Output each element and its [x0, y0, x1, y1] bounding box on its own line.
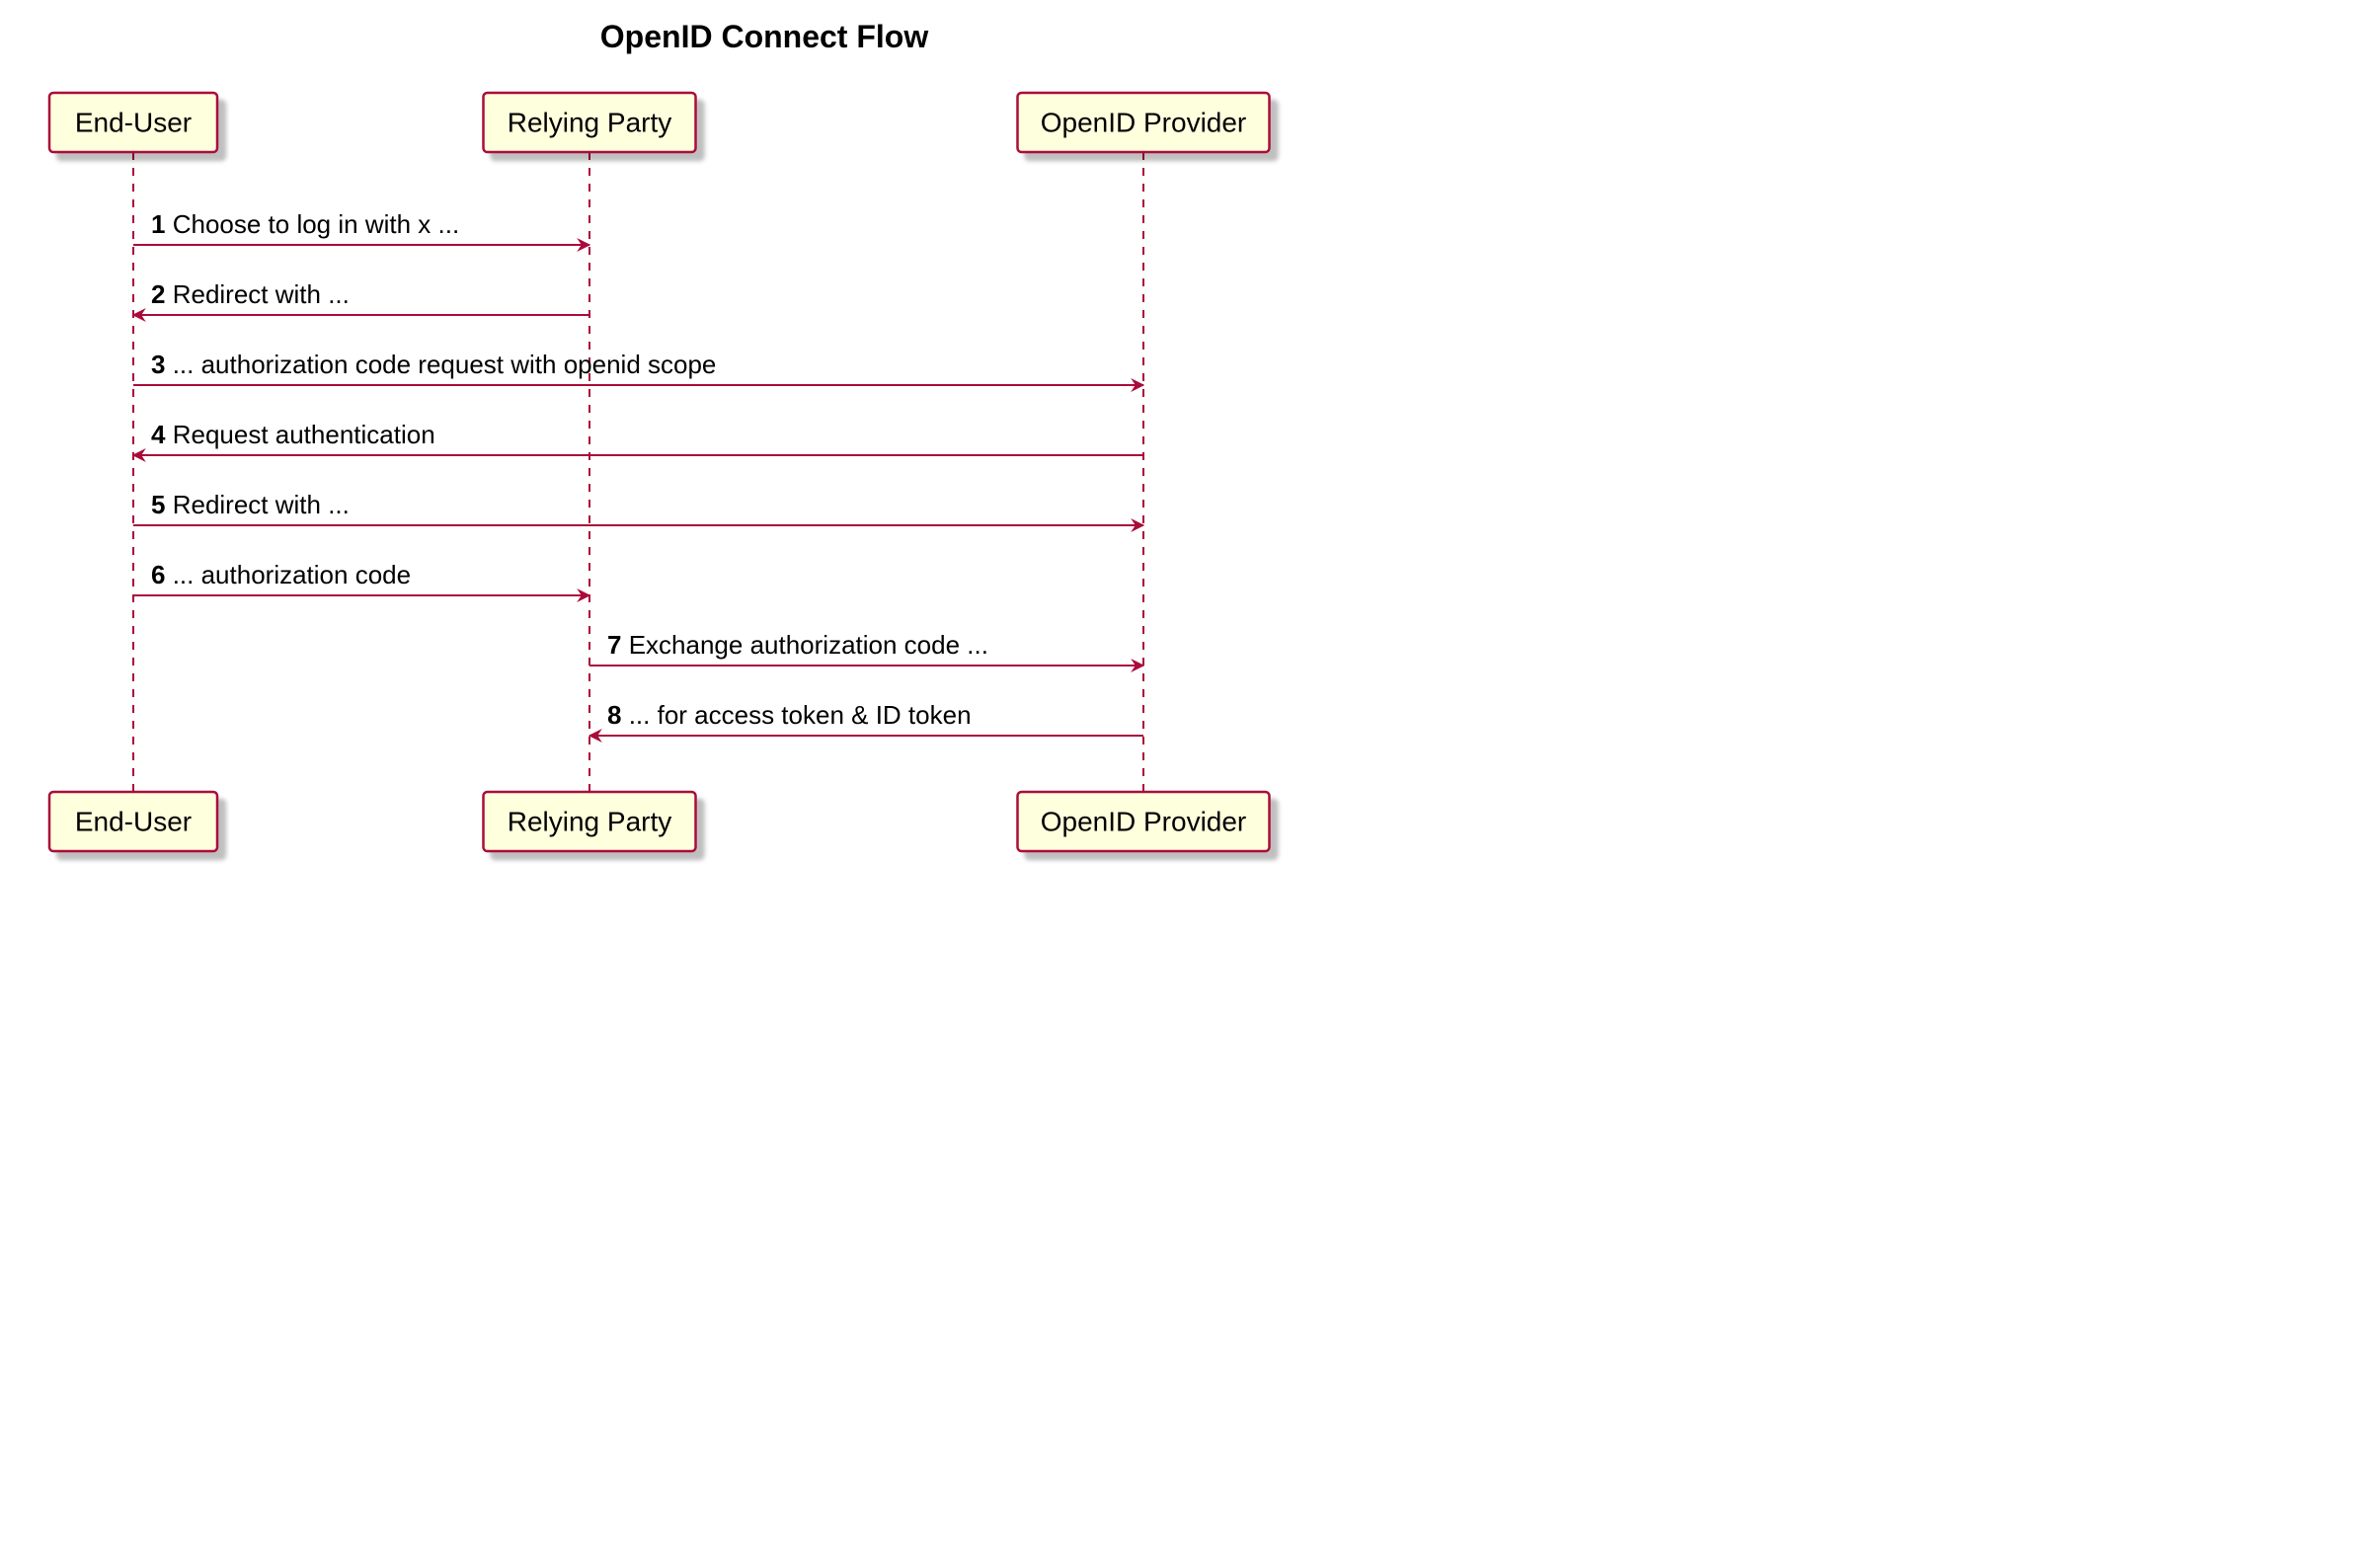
message-text: Redirect with ...	[173, 490, 350, 519]
message-number: 1	[151, 209, 165, 239]
participant-label-relying_party: Relying Party	[508, 807, 672, 837]
participant-label-end_user: End-User	[75, 108, 192, 138]
message-number: 7	[607, 630, 621, 660]
diagram-title: OpenID Connect Flow	[600, 19, 929, 54]
message-text: ... authorization code	[173, 560, 411, 589]
message-label-4: 4 Request authentication	[151, 420, 435, 449]
message-label-2: 2 Redirect with ...	[151, 279, 350, 309]
message-label-6: 6 ... authorization code	[151, 560, 411, 589]
message-text: Redirect with ...	[173, 279, 350, 309]
message-label-7: 7 Exchange authorization code ...	[607, 630, 988, 660]
message-number: 4	[151, 420, 166, 449]
message-text: ... for access token & ID token	[629, 700, 972, 730]
message-number: 6	[151, 560, 165, 589]
message-label-8: 8 ... for access token & ID token	[607, 700, 972, 730]
message-number: 2	[151, 279, 165, 309]
message-text: ... authorization code request with open…	[173, 350, 717, 379]
message-text: Exchange authorization code ...	[629, 630, 988, 660]
participant-label-end_user: End-User	[75, 807, 192, 837]
message-text: Choose to log in with x ...	[173, 209, 459, 239]
message-number: 3	[151, 350, 165, 379]
message-text: Request authentication	[173, 420, 435, 449]
message-number: 8	[607, 700, 621, 730]
participant-label-openid_provider: OpenID Provider	[1041, 807, 1247, 837]
participant-label-relying_party: Relying Party	[508, 108, 672, 138]
participant-label-openid_provider: OpenID Provider	[1041, 108, 1247, 138]
message-label-5: 5 Redirect with ...	[151, 490, 350, 519]
message-label-3: 3 ... authorization code request with op…	[151, 350, 716, 379]
message-label-1: 1 Choose to log in with x ...	[151, 209, 459, 239]
message-number: 5	[151, 490, 165, 519]
sequence-diagram: OpenID Connect Flow End-User Relying Party…	[0, 0, 1529, 1014]
